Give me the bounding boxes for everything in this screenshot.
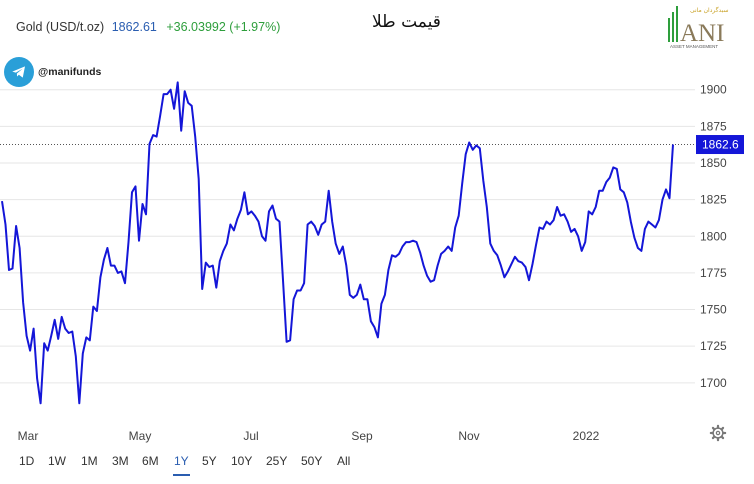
y-tick-label: 1875 [700,119,727,133]
current-price: 1862.61 [111,20,157,34]
x-tick-label: 2022 [573,429,600,443]
social-handle: @manifunds [4,57,101,87]
y-tick-label: 1800 [700,229,727,243]
logo-text: ANI [680,20,724,47]
x-tick-label: Mar [18,429,39,443]
telegram-icon [4,57,34,87]
x-tick-label: Sep [351,429,373,443]
range-1w-button[interactable]: 1W [48,454,66,468]
range-50y-button[interactable]: 50Y [301,454,323,468]
range-3m-button[interactable]: 3M [112,454,129,468]
y-tick-label: 1775 [700,266,727,280]
y-tick-label: 1700 [700,376,727,390]
x-tick-label: May [129,429,152,443]
x-axis: Mar May Jul Sep Nov 2022 [18,429,600,443]
range-10y-button[interactable]: 10Y [231,454,253,468]
gear-icon[interactable] [709,424,727,442]
x-tick-label: Jul [243,429,258,443]
y-axis: 1700 1725 1750 1775 1800 1825 1850 1875 1900 [700,83,727,390]
x-tick-label: Nov [458,429,479,443]
range-5y-button[interactable]: 5Y [202,454,217,468]
range-1m-button[interactable]: 1M [81,454,98,468]
instrument-header: Gold (USD/t.oz) 1862.61 +36.03992 (+1.97… [16,20,280,34]
series-line [1,81,674,405]
instrument-name: Gold (USD/t.oz) [16,20,105,34]
logo-subtitle: ASSET MANAGEMENT [670,44,718,49]
range-6m-button[interactable]: 6M [142,454,159,468]
last-price-marker: 1862.6 [696,135,744,155]
range-all-button[interactable]: All [337,454,351,468]
y-tick-label: 1900 [700,83,727,97]
range-25y-button[interactable]: 25Y [266,454,288,468]
range-1y-button[interactable]: 1Y [173,454,190,476]
y-tick-label: 1725 [700,339,727,353]
y-tick-label: 1850 [700,156,727,170]
telegram-handle: @manifunds [38,66,102,78]
y-tick-label: 1825 [700,193,727,207]
last-price-label: 1862.6 [702,138,739,152]
ani-logo: سبدگردان مانی ANI ASSET MANAGEMENT [662,4,740,50]
grid-lines [0,89,695,384]
range-selector: 1D 1W 1M 3M 6M 1Y 5Y 10Y 25Y 50Y All [0,446,754,480]
last-price-box [696,135,744,155]
price-change: +36.03992 (+1.97%) [166,20,281,34]
y-tick-label: 1750 [700,303,727,317]
persian-title: قیمت طلا [372,12,441,32]
range-1d-button[interactable]: 1D [19,454,35,468]
logo-tagline: سبدگردان مانی [690,6,729,14]
